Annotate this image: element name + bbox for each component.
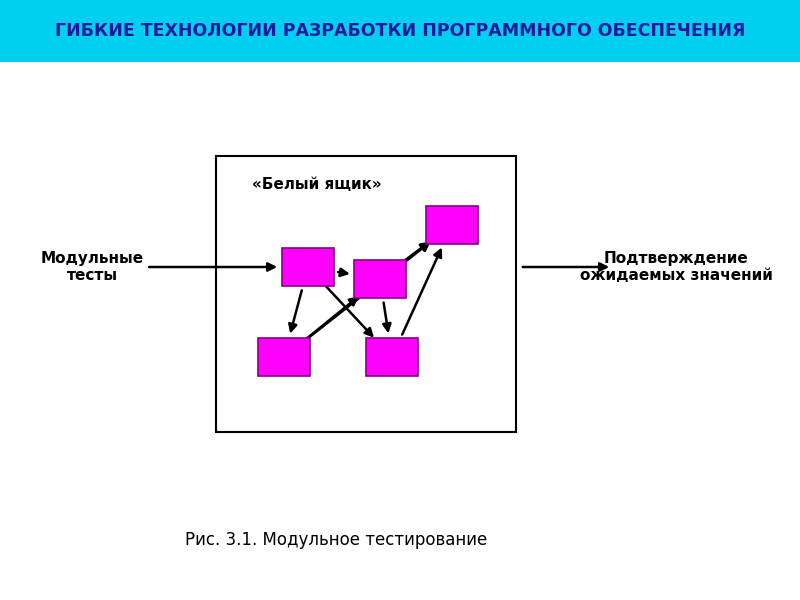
Text: ГИБКИЕ ТЕХНОЛОГИИ РАЗРАБОТКИ ПРОГРАММНОГО ОБЕСПЕЧЕНИЯ: ГИБКИЕ ТЕХНОЛОГИИ РАЗРАБОТКИ ПРОГРАММНОГ…: [54, 22, 746, 40]
Text: Рис. 3.1. Модульное тестирование: Рис. 3.1. Модульное тестирование: [185, 531, 487, 549]
Bar: [366, 338, 418, 376]
Text: Подтверждение
ожидаемых значений: Подтверждение ожидаемых значений: [579, 251, 773, 283]
Text: «Белый ящик»: «Белый ящик»: [252, 177, 382, 192]
Text: Модульные
тесты: Модульные тесты: [41, 251, 143, 283]
Bar: [0, 62, 800, 600]
Bar: [0, 0, 800, 62]
Bar: [282, 248, 334, 286]
Bar: [216, 156, 516, 432]
Bar: [354, 260, 406, 298]
Bar: [426, 206, 478, 244]
Bar: [258, 338, 310, 376]
